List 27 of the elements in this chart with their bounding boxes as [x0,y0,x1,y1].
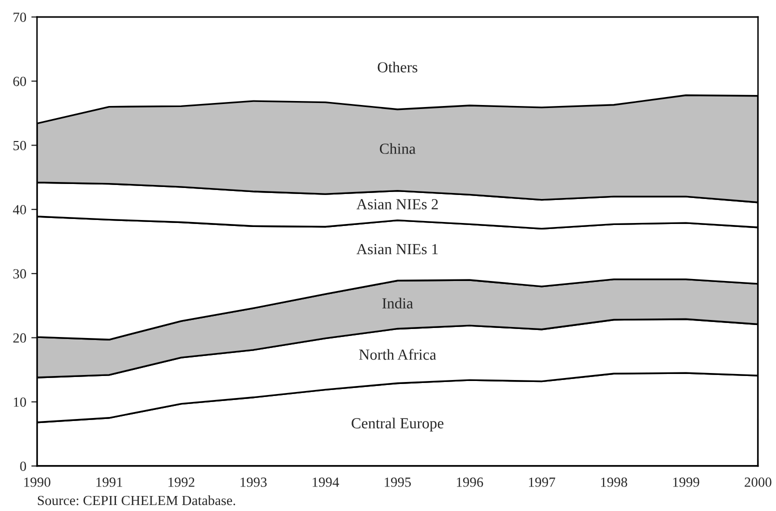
x-tick-label: 1991 [96,478,122,487]
series-label: Asian NIEs 2 [356,199,438,210]
x-tick-label: 1996 [456,478,484,487]
y-tick-label: 40 [12,205,26,214]
annotation: Others [378,62,418,72]
y-tick-label: 10 [14,397,26,407]
y-tick-label: 70 [14,12,26,22]
y-tick-label: 60 [13,76,26,86]
y-tick-label: 20 [13,333,26,343]
source-note: Source: CEPII CHELEM Database. [38,495,236,506]
x-tick-label: 1990 [24,478,50,487]
x-tick-label: 1995 [384,478,411,487]
y-tick-label: 30 [13,269,26,279]
x-tick-label: 1994 [312,478,340,487]
x-tick-label: 2000 [744,478,772,487]
y-tick-label: 0 [20,462,26,471]
x-tick-label: 1997 [529,478,556,487]
series-label: Asian NIEs 1 [356,244,438,254]
x-tick-label: 1992 [168,478,194,487]
series-label: North Africa [359,348,436,360]
series-label: Central Europe [352,418,444,432]
x-tick-label: 1993 [240,478,267,487]
x-tick-label: 1999 [673,478,700,487]
series-label: China [380,143,416,154]
x-tick-label: 1998 [601,478,628,487]
y-tick-label: 50 [14,140,26,150]
series-label: India [382,298,413,309]
